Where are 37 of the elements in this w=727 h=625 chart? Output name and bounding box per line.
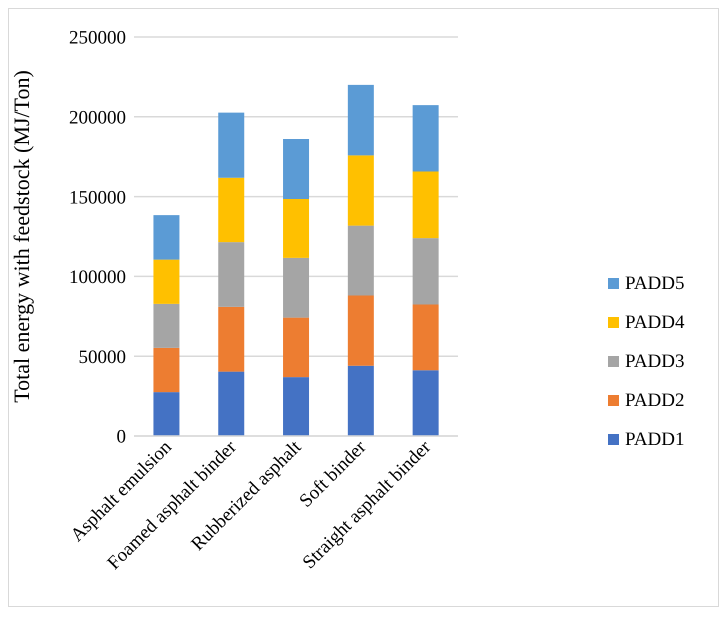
y-tick-label: 250000 bbox=[69, 28, 126, 49]
legend-label: PADD3 bbox=[625, 350, 684, 372]
bar bbox=[283, 377, 310, 436]
y-tick-label: 100000 bbox=[69, 267, 126, 288]
bar bbox=[153, 392, 180, 436]
bar bbox=[348, 84, 374, 156]
bar bbox=[218, 242, 244, 307]
legend-label: PADD2 bbox=[625, 390, 684, 412]
bar bbox=[348, 155, 374, 226]
y-tick-label: 200000 bbox=[69, 108, 126, 129]
bar bbox=[283, 258, 310, 318]
y-tick-label: 0 bbox=[116, 426, 126, 448]
bar bbox=[412, 238, 439, 304]
bar bbox=[412, 105, 439, 172]
bar bbox=[153, 304, 180, 348]
legend-label: PADD5 bbox=[625, 272, 684, 294]
legend-label: PADD1 bbox=[625, 428, 684, 450]
bar bbox=[153, 215, 180, 260]
bar bbox=[283, 138, 310, 199]
y-axis-title: Total energy with feedstock (MJ/Ton) bbox=[8, 70, 34, 403]
bar bbox=[348, 296, 374, 366]
bar bbox=[412, 172, 439, 238]
bar bbox=[153, 260, 180, 304]
bar bbox=[412, 370, 439, 436]
bar bbox=[283, 318, 310, 378]
bar bbox=[412, 304, 439, 370]
bar bbox=[218, 306, 244, 372]
bar bbox=[218, 372, 244, 436]
y-tick-label: 150000 bbox=[69, 187, 126, 208]
y-tick-label: 50000 bbox=[78, 346, 126, 368]
bar bbox=[218, 178, 244, 242]
legend-label: PADD4 bbox=[625, 312, 684, 334]
bar bbox=[218, 112, 244, 178]
bar bbox=[348, 366, 374, 436]
bar bbox=[348, 226, 374, 296]
bar bbox=[153, 348, 180, 392]
bar bbox=[283, 198, 310, 258]
